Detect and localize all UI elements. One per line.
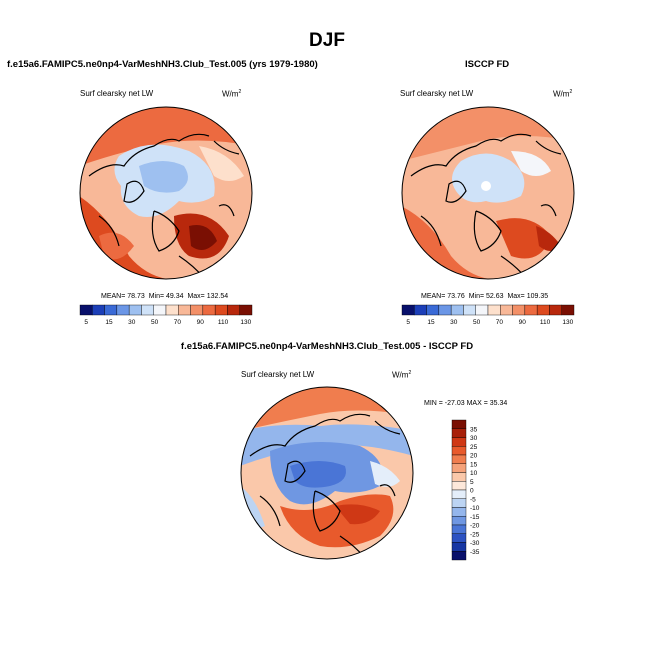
diff-colorbar-swatch: [451, 551, 467, 561]
diff-colorbar-swatch: [451, 489, 467, 499]
model-colorbar-swatch: [239, 304, 253, 316]
obs-colorbar-swatch: [401, 304, 415, 316]
page-title: DJF: [309, 30, 345, 51]
diff-minmax: MIN = -27.03 MAX = 35.34: [424, 400, 508, 407]
diff-colorbar-swatch: [451, 481, 467, 491]
model-colorbar-swatch: [227, 304, 240, 316]
diff-colorbar-label: 30: [470, 435, 478, 442]
diff-colorbar-label: -15: [470, 514, 480, 521]
obs-colorbar-swatch: [549, 304, 562, 316]
model-panel-header: f.e15a6.FAMIPC5.ne0np4-VarMeshNH3.Club_T…: [7, 59, 318, 70]
diff-colorbar-label: 20: [470, 453, 478, 460]
model-colorbar-swatch: [178, 304, 191, 316]
diff-colorbar-swatch: [451, 507, 467, 517]
diff-unit-label: W/m2: [392, 370, 412, 380]
obs-colorbar-swatch: [524, 304, 538, 316]
model-colorbar-swatch: [79, 304, 93, 316]
diff-colorbar-label: -5: [470, 496, 476, 503]
model-colorbar-label: 70: [174, 319, 182, 326]
diff-colorbar-label: 15: [470, 461, 478, 468]
model-polar-map: [79, 106, 253, 280]
diff-colorbar-label: -10: [470, 505, 480, 512]
obs-stats: MEAN= 73.76 Min= 52.63 Max= 109.35: [421, 293, 549, 300]
model-colorbar-label: 50: [151, 319, 159, 326]
model-colorbar-swatch: [128, 304, 142, 316]
diff-colorbar-swatch: [451, 516, 467, 526]
obs-colorbar-label: 15: [427, 319, 435, 326]
diff-panel-header: f.e15a6.FAMIPC5.ne0np4-VarMeshNH3.Club_T…: [180, 341, 474, 352]
obs-colorbar-swatch: [450, 304, 464, 316]
obs-colorbar-label: 70: [496, 319, 504, 326]
obs-colorbar-swatch: [512, 304, 526, 316]
diff-colorbar-swatch: [451, 498, 467, 508]
diff-colorbar-label: 0: [470, 488, 474, 495]
obs-polar-map: [401, 106, 575, 280]
model-colorbar-label: 15: [105, 319, 113, 326]
obs-colorbar-swatch: [500, 304, 513, 316]
diff-colorbar-swatch: [451, 428, 467, 438]
diff-colorbar-swatch: [451, 533, 467, 543]
diff-colorbar-swatch: [451, 472, 467, 482]
diff-colorbar-label: -30: [470, 540, 480, 547]
obs-colorbar-label: 5: [406, 319, 410, 326]
obs-colorbar-swatch: [487, 304, 501, 316]
model-colorbar-swatch: [153, 304, 167, 316]
obs-colorbar-label: 110: [540, 319, 551, 326]
model-unit-label: W/m2: [222, 89, 242, 99]
diff-colorbar-label: 10: [470, 470, 478, 477]
diff-colorbar-label: 35: [470, 426, 478, 433]
diff-colorbar-swatch: [451, 463, 467, 473]
obs-colorbar-label: 90: [519, 319, 527, 326]
obs-field-label: Surf clearsky net LW: [400, 89, 474, 98]
obs-colorbar-swatch: [438, 304, 452, 316]
obs-colorbar: 5 15 30 50 70 90 110 130: [401, 304, 575, 326]
model-field-label: Surf clearsky net LW: [80, 89, 154, 98]
model-colorbar-swatch: [116, 304, 130, 316]
obs-colorbar-label: 30: [450, 319, 458, 326]
obs-unit-label: W/m2: [553, 89, 573, 99]
diff-colorbar-label: -35: [470, 549, 480, 556]
diff-colorbar-swatch: [451, 524, 467, 534]
diff-field-label: Surf clearsky net LW: [241, 370, 315, 379]
obs-colorbar-swatch: [426, 304, 440, 316]
model-colorbar: 5 15 30 50 70 90 110 130: [79, 304, 253, 326]
model-stats: MEAN= 78.73 Min= 49.34 Max= 132.54: [101, 293, 229, 300]
model-colorbar-swatch: [190, 304, 204, 316]
diff-colorbar-swatch: [451, 437, 467, 447]
model-colorbar-swatch: [202, 304, 216, 316]
obs-colorbar-swatch: [536, 304, 550, 316]
model-colorbar-swatch: [104, 304, 118, 316]
diff-colorbar-label: -25: [470, 531, 480, 538]
model-colorbar-swatch: [214, 304, 228, 316]
model-colorbar-label: 110: [218, 319, 229, 326]
model-colorbar-label: 90: [197, 319, 205, 326]
obs-panel-header: ISCCP FD: [465, 59, 510, 70]
diff-colorbar-swatch: [451, 542, 467, 552]
obs-colorbar-swatch: [561, 304, 575, 316]
diff-colorbar-label: -20: [470, 523, 480, 530]
model-colorbar-label: 130: [240, 319, 251, 326]
model-colorbar-swatch: [92, 304, 105, 316]
obs-colorbar-swatch: [463, 304, 476, 316]
diff-colorbar-swatch: [451, 419, 467, 429]
model-colorbar-label: 30: [128, 319, 136, 326]
obs-colorbar-swatch: [414, 304, 427, 316]
model-colorbar-swatch: [165, 304, 179, 316]
model-colorbar-swatch: [141, 304, 154, 316]
diff-colorbar-swatch: [451, 454, 467, 464]
obs-colorbar-label: 50: [473, 319, 481, 326]
obs-colorbar-swatch: [475, 304, 489, 316]
diff-polar-map: [240, 386, 414, 560]
diff-colorbar-swatch: [451, 446, 467, 456]
diff-colorbar-label: 5: [470, 479, 474, 486]
obs-colorbar-label: 130: [562, 319, 573, 326]
diff-colorbar-label: 25: [470, 444, 478, 451]
model-colorbar-label: 5: [84, 319, 88, 326]
